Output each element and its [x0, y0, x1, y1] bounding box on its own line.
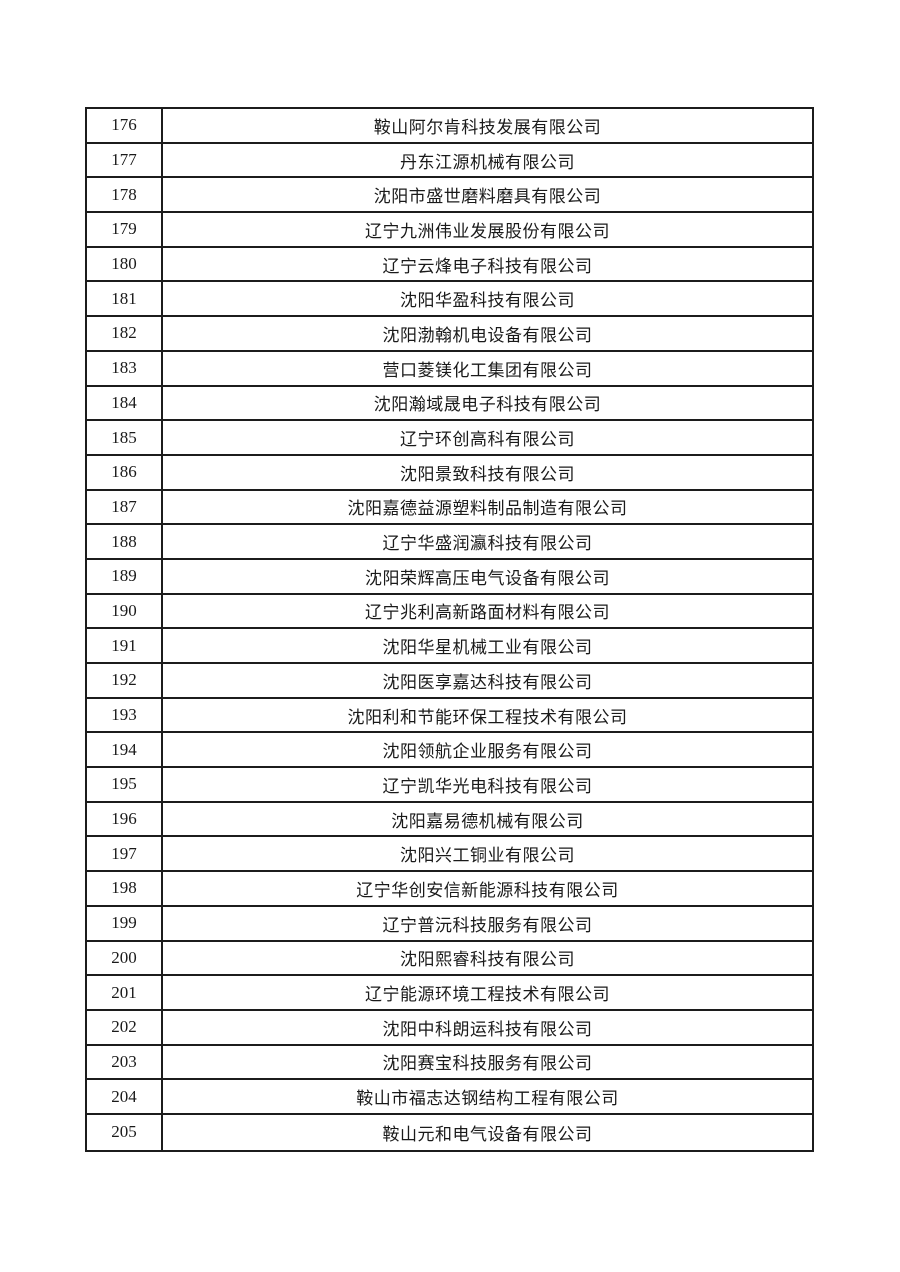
- company-name-cell: 辽宁华盛润瀛科技有限公司: [382, 534, 593, 554]
- company-name-cell: 辽宁云烽电子科技有限公司: [382, 256, 593, 276]
- row-number-cell: 192: [87, 664, 163, 697]
- table-row: 185 辽宁环创高科有限公司: [87, 421, 812, 456]
- company-name-cell: 沈阳熙睿科技有限公司: [400, 950, 575, 970]
- company-name-cell: 沈阳华星机械工业有限公司: [382, 638, 593, 658]
- company-name-cell: 沈阳中科朗运科技有限公司: [382, 1019, 593, 1039]
- row-number-cell: 205: [87, 1114, 163, 1150]
- table-row: 193 沈阳利和节能环保工程技术有限公司: [87, 698, 812, 734]
- row-number-cell: 190: [87, 594, 163, 628]
- row-number-cell: 187: [87, 490, 163, 524]
- company-name-cell: 沈阳瀚域晟电子科技有限公司: [373, 395, 602, 415]
- company-table: 176 鞍山阿尔肯科技发展有限公司 177 丹东江源机械有限公司 178 沈阳市…: [85, 107, 814, 1152]
- table-row: 181 沈阳华盈科技有限公司: [87, 282, 812, 318]
- table-row: 201 辽宁能源环境工程技术有限公司: [87, 976, 812, 1011]
- row-number-cell: 178: [87, 178, 163, 212]
- company-name-cell: 沈阳医享嘉达科技有限公司: [382, 672, 593, 692]
- table-row: 179 辽宁九洲伟业发展股份有限公司: [87, 213, 812, 248]
- table-row: 177 丹东江源机械有限公司: [87, 143, 812, 179]
- row-number-cell: 179: [87, 213, 163, 246]
- company-name-cell: 沈阳利和节能环保工程技术有限公司: [347, 707, 628, 727]
- company-name-cell: 沈阳渤翰机电设备有限公司: [382, 325, 593, 345]
- table-row: 183 营口菱镁化工集团有限公司: [87, 351, 812, 387]
- company-name-cell: 丹东江源机械有限公司: [400, 152, 575, 172]
- company-name-cell: 沈阳市盛世磨料磨具有限公司: [373, 187, 602, 207]
- table-row: 199 辽宁普沅科技服务有限公司: [87, 906, 812, 942]
- row-number-cell: 197: [87, 837, 163, 871]
- company-name-cell: 辽宁普沅科技服务有限公司: [382, 915, 593, 935]
- row-number-cell: 177: [87, 143, 163, 177]
- row-number-cell: 188: [87, 525, 163, 558]
- company-name-cell: 鞍山阿尔肯科技发展有限公司: [373, 117, 602, 137]
- table-row: 204 鞍山市福志达钢结构工程有限公司: [87, 1080, 812, 1115]
- table-row: 190 辽宁兆利高新路面材料有限公司: [87, 594, 812, 630]
- table-row: 189 沈阳荣辉高压电气设备有限公司: [87, 559, 812, 595]
- table-row: 187 沈阳嘉德益源塑料制品制造有限公司: [87, 490, 812, 526]
- table-row: 178 沈阳市盛世磨料磨具有限公司: [87, 178, 812, 214]
- table-row: 197 沈阳兴工铜业有限公司: [87, 837, 812, 873]
- row-number-cell: 185: [87, 421, 163, 454]
- row-number-cell: 184: [87, 386, 163, 420]
- company-name-cell: 沈阳荣辉高压电气设备有限公司: [365, 568, 610, 588]
- row-number-cell: 194: [87, 733, 163, 767]
- company-name-cell: 辽宁环创高科有限公司: [400, 430, 575, 450]
- table-row: 203 沈阳赛宝科技服务有限公司: [87, 1045, 812, 1081]
- table-row: 188 辽宁华盛润瀛科技有限公司: [87, 525, 812, 560]
- table-row: 202 沈阳中科朗运科技有限公司: [87, 1010, 812, 1046]
- company-name-cell: 沈阳嘉易德机械有限公司: [391, 811, 584, 831]
- table-row: 192 沈阳医享嘉达科技有限公司: [87, 664, 812, 699]
- table-row: 184 沈阳瀚域晟电子科技有限公司: [87, 386, 812, 422]
- company-name-cell: 营口菱镁化工集团有限公司: [382, 360, 593, 380]
- table-row: 195 辽宁凯华光电科技有限公司: [87, 768, 812, 803]
- row-number-cell: 193: [87, 698, 163, 732]
- row-number-cell: 200: [87, 941, 163, 975]
- row-number-cell: 202: [87, 1010, 163, 1044]
- table-row: 194 沈阳领航企业服务有限公司: [87, 733, 812, 769]
- company-name-cell: 沈阳嘉德益源塑料制品制造有限公司: [347, 499, 628, 519]
- row-number-cell: 176: [87, 109, 163, 142]
- company-name-cell: 辽宁凯华光电科技有限公司: [382, 776, 593, 796]
- row-number-cell: 204: [87, 1080, 163, 1113]
- table-row: 196 沈阳嘉易德机械有限公司: [87, 802, 812, 838]
- row-number-cell: 198: [87, 872, 163, 905]
- company-name-cell: 辽宁能源环境工程技术有限公司: [365, 985, 610, 1005]
- row-number-cell: 201: [87, 976, 163, 1009]
- row-number-cell: 191: [87, 629, 163, 662]
- row-number-cell: 183: [87, 351, 163, 385]
- company-name-cell: 沈阳华盈科技有限公司: [400, 291, 575, 311]
- table-row: 180 辽宁云烽电子科技有限公司: [87, 247, 812, 283]
- row-number-cell: 195: [87, 768, 163, 801]
- company-name-cell: 沈阳赛宝科技服务有限公司: [382, 1054, 593, 1074]
- table-row: 186 沈阳景致科技有限公司: [87, 455, 812, 491]
- row-number-cell: 180: [87, 247, 163, 281]
- table-row: 176 鞍山阿尔肯科技发展有限公司: [87, 109, 812, 144]
- company-name-cell: 鞍山市福志达钢结构工程有限公司: [356, 1089, 619, 1109]
- company-name-cell: 沈阳兴工铜业有限公司: [400, 846, 575, 866]
- table-row: 182 沈阳渤翰机电设备有限公司: [87, 317, 812, 352]
- company-name-cell: 辽宁九洲伟业发展股份有限公司: [365, 221, 610, 241]
- company-name-cell: 辽宁兆利高新路面材料有限公司: [365, 603, 610, 623]
- table-row: 198 辽宁华创安信新能源科技有限公司: [87, 872, 812, 907]
- row-number-cell: 182: [87, 317, 163, 350]
- row-number-cell: 196: [87, 802, 163, 836]
- company-name-cell: 鞍山元和电气设备有限公司: [382, 1124, 593, 1144]
- row-number-cell: 199: [87, 906, 163, 940]
- company-name-cell: 辽宁华创安信新能源科技有限公司: [356, 880, 619, 900]
- table-row: 200 沈阳熙睿科技有限公司: [87, 941, 812, 977]
- row-number-cell: 203: [87, 1045, 163, 1079]
- table-row: 191 沈阳华星机械工业有限公司: [87, 629, 812, 664]
- row-number-cell: 189: [87, 559, 163, 593]
- company-name-cell: 沈阳景致科技有限公司: [400, 464, 575, 484]
- table-row: 205 鞍山元和电气设备有限公司: [87, 1114, 812, 1150]
- row-number-cell: 186: [87, 455, 163, 489]
- row-number-cell: 181: [87, 282, 163, 316]
- company-name-cell: 沈阳领航企业服务有限公司: [382, 742, 593, 762]
